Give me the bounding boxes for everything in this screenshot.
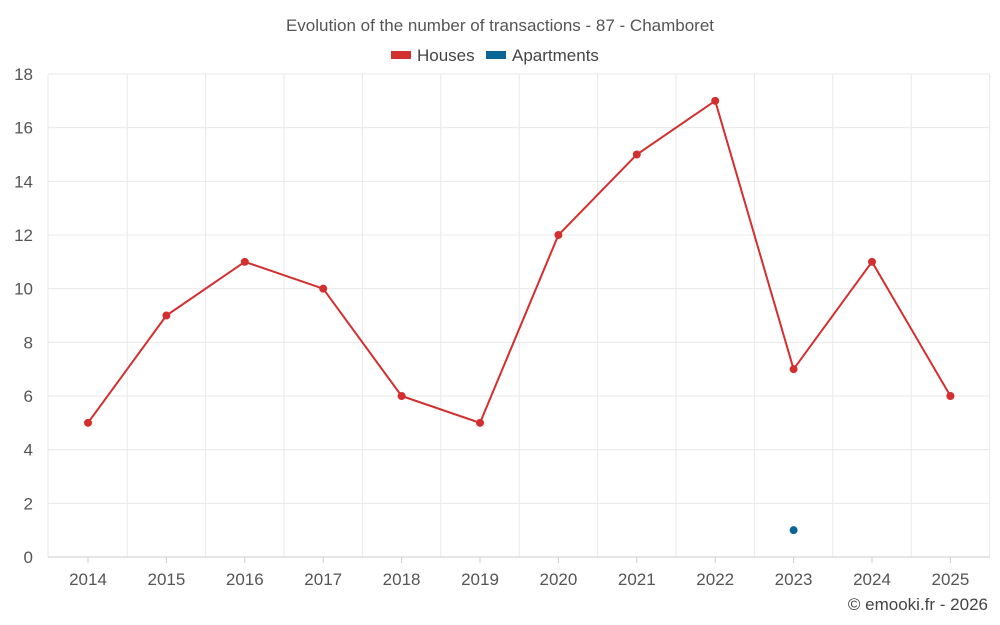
x-tick-label: 2019 bbox=[461, 570, 499, 589]
x-tick-label: 2014 bbox=[69, 570, 107, 589]
x-tick-label: 2025 bbox=[931, 570, 969, 589]
data-point-apartments-2023[interactable] bbox=[789, 526, 798, 535]
series bbox=[84, 96, 955, 535]
x-tick-label: 2021 bbox=[618, 570, 656, 589]
data-point-houses-2023[interactable] bbox=[789, 365, 798, 374]
legend-label-houses: Houses bbox=[417, 46, 475, 65]
data-point-houses-2025[interactable] bbox=[946, 392, 955, 400]
axes: 0 2 4 6 8 10 12 14 16 18 2014 2015 2016 2017 2018 2019 2… bbox=[14, 65, 990, 589]
y-tick-label: 2 bbox=[24, 494, 33, 513]
data-point-houses-2024[interactable] bbox=[868, 257, 876, 266]
legend: Houses Apartments bbox=[391, 46, 599, 65]
legend-swatch-apartments bbox=[486, 51, 506, 59]
x-tick-label: 2024 bbox=[853, 570, 891, 589]
legend-label-apartments: Apartments bbox=[512, 46, 599, 65]
y-tick-label: 6 bbox=[24, 387, 33, 406]
data-point-houses-2018[interactable] bbox=[397, 392, 406, 400]
x-tick-label: 2022 bbox=[696, 570, 734, 589]
y-tick-label: 18 bbox=[14, 65, 33, 84]
data-point-houses-2020[interactable] bbox=[554, 231, 563, 239]
data-point-houses-2022[interactable] bbox=[711, 96, 720, 105]
series-line-houses bbox=[87, 99, 952, 425]
data-point-houses-2019[interactable] bbox=[476, 418, 484, 427]
credit-text: © emooki.fr - 2026 bbox=[848, 595, 988, 614]
data-point-houses-2021[interactable] bbox=[632, 150, 641, 159]
y-tick-label: 16 bbox=[14, 119, 33, 138]
x-tick-label: 2016 bbox=[226, 570, 264, 589]
x-tick-label: 2020 bbox=[539, 570, 577, 589]
data-point-houses-2014[interactable] bbox=[84, 418, 92, 427]
data-point-houses-2017[interactable] bbox=[319, 284, 328, 293]
x-tick-label: 2018 bbox=[383, 570, 421, 589]
x-tick-label: 2015 bbox=[147, 570, 185, 589]
chart-title: Evolution of the number of transactions … bbox=[286, 16, 714, 35]
x-tick-label: 2017 bbox=[304, 570, 342, 589]
gridlines bbox=[47, 73, 991, 558]
legend-item-houses[interactable]: Houses bbox=[391, 46, 475, 65]
x-tick-label: 2023 bbox=[775, 570, 813, 589]
y-tick-label: 12 bbox=[14, 226, 33, 245]
y-tick-label: 10 bbox=[14, 280, 33, 299]
legend-swatch-houses bbox=[391, 51, 411, 59]
y-tick-label: 8 bbox=[24, 333, 33, 352]
data-point-houses-2015[interactable] bbox=[162, 311, 171, 320]
data-point-houses-2016[interactable] bbox=[240, 257, 249, 266]
y-tick-label: 0 bbox=[24, 548, 33, 567]
y-tick-label: 4 bbox=[24, 441, 33, 460]
legend-item-apartments[interactable]: Apartments bbox=[486, 46, 599, 65]
y-tick-label: 14 bbox=[14, 172, 33, 191]
